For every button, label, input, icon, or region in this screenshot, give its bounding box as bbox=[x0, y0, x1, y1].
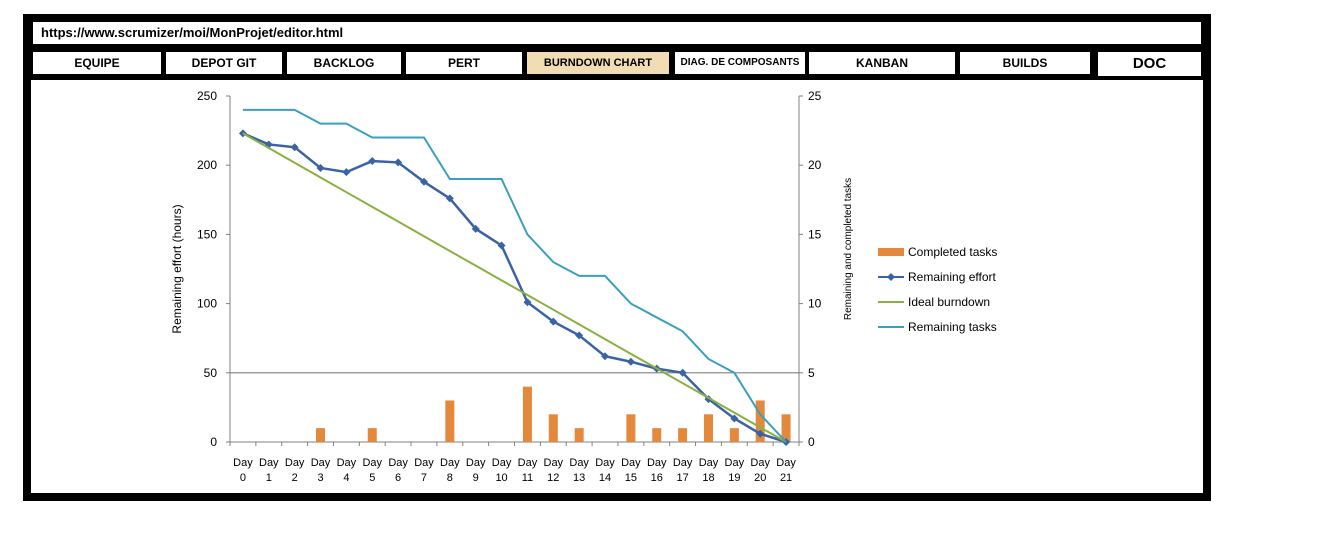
tab-kanban[interactable]: KANBAN bbox=[809, 52, 955, 74]
y2-tick-label: 15 bbox=[808, 227, 822, 241]
bar-completed-tasks bbox=[755, 400, 765, 442]
bar-completed-tasks bbox=[445, 400, 455, 442]
point-remaining-effort bbox=[523, 298, 532, 307]
x-tick-label: Day 4 bbox=[337, 457, 357, 484]
legend-marker bbox=[887, 273, 895, 281]
x-tick-label: Day 8 bbox=[440, 457, 460, 484]
point-remaining-effort bbox=[471, 224, 480, 233]
tab-diag-composants[interactable]: DIAG. DE COMPOSANTS bbox=[675, 52, 805, 74]
x-tick-label: Day 13 bbox=[569, 457, 589, 484]
burndown-chart: 0 50 100 150 200 250 0 5 10 15 20 25 Day 0 Day 1 Day 2 Day… bbox=[170, 89, 997, 484]
y2-tick-label: 10 bbox=[808, 297, 822, 311]
bar-completed-tasks bbox=[781, 414, 791, 442]
point-remaining-effort bbox=[394, 158, 403, 167]
x-tick-label: Day 3 bbox=[311, 457, 331, 484]
y-tick-label: 0 bbox=[210, 435, 217, 449]
x-tick-label: Day 12 bbox=[544, 457, 564, 484]
point-remaining-effort bbox=[368, 157, 377, 166]
x-tick-label: Day 0 bbox=[233, 457, 253, 484]
legend-label: Completed tasks bbox=[908, 245, 997, 259]
x-tick-label: Day 14 bbox=[595, 457, 615, 484]
y2-tick-label: 0 bbox=[808, 435, 815, 449]
point-remaining-effort bbox=[419, 177, 428, 186]
x-tick-label: Day 18 bbox=[699, 457, 719, 484]
bar-completed-tasks bbox=[316, 428, 326, 442]
point-remaining-effort bbox=[316, 163, 325, 172]
tab-depot-git[interactable]: DEPOT GIT bbox=[166, 52, 282, 74]
bar-completed-tasks bbox=[548, 414, 558, 442]
bar-completed-tasks bbox=[626, 414, 636, 442]
point-remaining-effort bbox=[730, 414, 739, 423]
tab-builds[interactable]: BUILDS bbox=[960, 52, 1090, 74]
y2-tick-label: 5 bbox=[808, 366, 815, 380]
y-tick-label: 250 bbox=[197, 89, 217, 103]
tab-equipe[interactable]: EQUIPE bbox=[33, 52, 161, 74]
y-axis-title: Remaining effort (hours) bbox=[170, 204, 184, 333]
line-remaining-tasks bbox=[242, 108, 787, 443]
y2-tick-label: 20 bbox=[808, 158, 822, 172]
x-tick-label: Day 1 bbox=[259, 457, 279, 484]
url-bar[interactable]: https://www.scrumizer/moi/MonProjet/edit… bbox=[33, 22, 1201, 44]
x-tick-label: Day 5 bbox=[362, 457, 382, 484]
chart-panel: 0 50 100 150 200 250 0 5 10 15 20 25 Day 0 Day 1 Day 2 Day… bbox=[31, 80, 1203, 493]
bar-completed-tasks bbox=[678, 428, 688, 442]
x-tick-label: Day 17 bbox=[673, 457, 693, 484]
legend-label: Ideal burndown bbox=[908, 295, 990, 309]
line-remaining-effort bbox=[242, 132, 787, 444]
app-frame: https://www.scrumizer/moi/MonProjet/edit… bbox=[23, 14, 1211, 501]
bar-completed-tasks bbox=[652, 428, 662, 442]
x-tick-label: Day 2 bbox=[285, 457, 305, 484]
point-remaining-effort bbox=[575, 331, 584, 340]
tab-pert[interactable]: PERT bbox=[406, 52, 522, 74]
x-tick-label: Day 19 bbox=[725, 457, 745, 484]
bar-completed-tasks bbox=[729, 428, 739, 442]
y2-tick-label: 25 bbox=[808, 89, 822, 103]
x-tick-label: Day 11 bbox=[518, 457, 538, 484]
x-tick-label: Day 15 bbox=[621, 457, 641, 484]
bar-completed-tasks bbox=[574, 428, 584, 442]
tab-backlog[interactable]: BACKLOG bbox=[287, 52, 401, 74]
tab-burndown-chart[interactable]: BURNDOWN CHART bbox=[527, 52, 669, 74]
y-tick-label: 100 bbox=[197, 297, 217, 311]
point-remaining-effort bbox=[445, 194, 454, 203]
bar-completed-tasks bbox=[522, 386, 532, 442]
x-tick-label: Day 16 bbox=[647, 457, 667, 484]
point-remaining-effort bbox=[626, 357, 635, 366]
tab-doc[interactable]: DOC bbox=[1098, 52, 1201, 76]
point-remaining-effort bbox=[342, 168, 351, 177]
y2-axis-title: Remaining and completed tasks bbox=[843, 178, 854, 320]
point-remaining-effort bbox=[290, 143, 299, 152]
bar-completed-tasks bbox=[367, 428, 377, 442]
line-ideal-burndown bbox=[242, 132, 787, 443]
point-remaining-effort bbox=[756, 429, 765, 438]
x-tick-label: Day 9 bbox=[466, 457, 486, 484]
x-tick-label: Day 6 bbox=[388, 457, 408, 484]
point-remaining-effort bbox=[497, 241, 506, 250]
point-remaining-effort bbox=[678, 368, 687, 377]
x-tick-label: Day 20 bbox=[750, 457, 770, 484]
point-remaining-effort bbox=[238, 129, 247, 138]
x-tick-label: Day 10 bbox=[492, 457, 512, 484]
legend-swatch-completed-tasks bbox=[878, 248, 904, 256]
x-tick-label: Day 21 bbox=[776, 457, 796, 484]
bar-completed-tasks bbox=[703, 414, 713, 442]
y-tick-label: 50 bbox=[204, 366, 218, 380]
y-tick-label: 150 bbox=[197, 227, 217, 241]
point-remaining-effort bbox=[601, 352, 610, 361]
legend-label: Remaining tasks bbox=[908, 320, 997, 334]
legend-label: Remaining effort bbox=[908, 270, 996, 284]
y-tick-label: 200 bbox=[197, 158, 217, 172]
x-tick-label: Day 7 bbox=[414, 457, 434, 484]
point-remaining-effort bbox=[549, 317, 558, 326]
